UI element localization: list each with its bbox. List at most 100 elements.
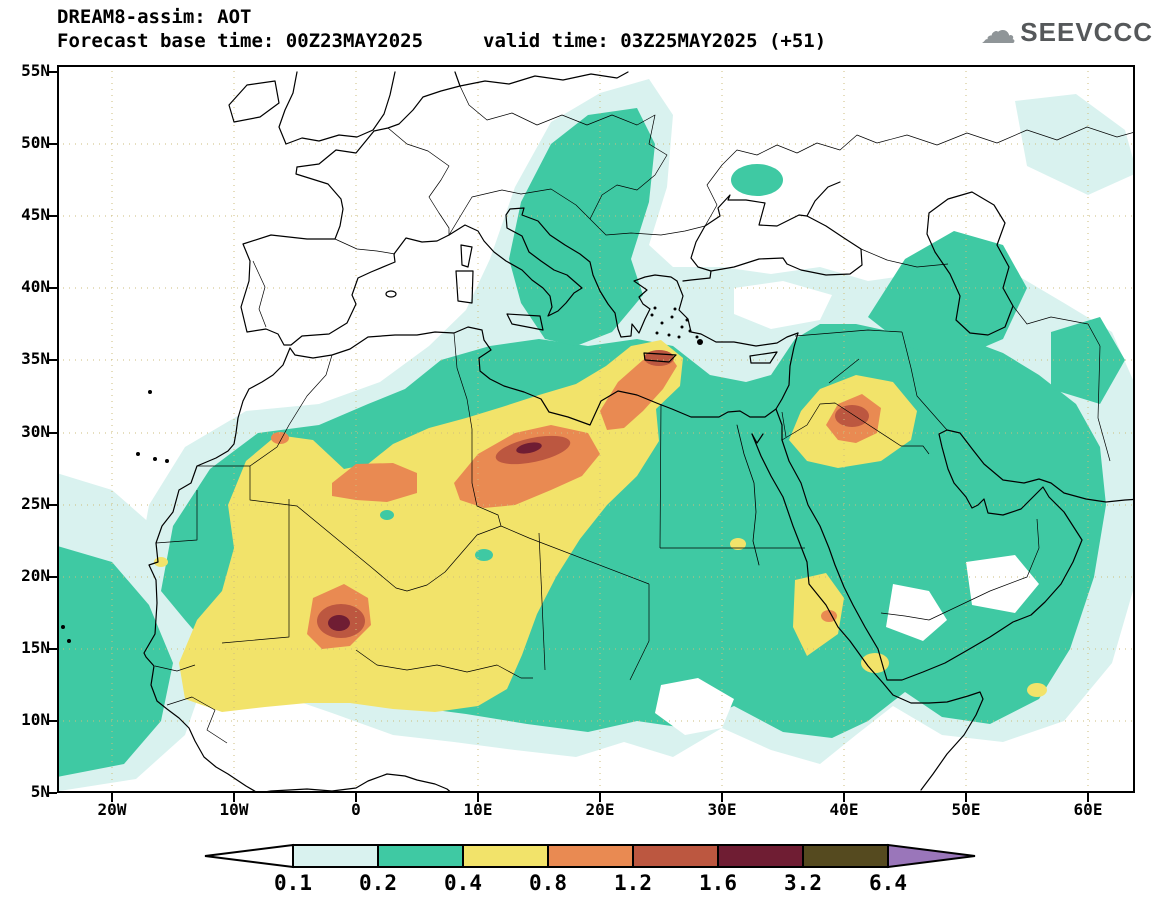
colorbar-segment bbox=[632, 844, 719, 868]
contour-region bbox=[1051, 317, 1125, 404]
contour-region bbox=[57, 545, 173, 778]
coastline bbox=[296, 71, 461, 168]
island bbox=[460, 244, 473, 268]
border bbox=[155, 490, 290, 644]
country-borders bbox=[154, 85, 1135, 744]
border bbox=[197, 465, 298, 507]
contour-region bbox=[332, 463, 417, 502]
valid-time: valid time: 03Z25MAY2025 (+51) bbox=[483, 30, 827, 52]
forecast-base-time: Forecast base time: 00Z23MAY2025 bbox=[57, 30, 424, 52]
contour-region bbox=[644, 350, 674, 366]
border bbox=[154, 664, 228, 744]
lat-label: 10N bbox=[21, 710, 50, 729]
coastline bbox=[257, 773, 453, 793]
island bbox=[455, 270, 474, 304]
lon-label: 40E bbox=[829, 800, 859, 819]
grid-lines bbox=[57, 65, 1135, 793]
lon-label: 30E bbox=[707, 800, 737, 819]
contour-region bbox=[835, 405, 869, 427]
contour-region bbox=[868, 231, 1027, 360]
contour-region bbox=[328, 615, 350, 631]
lon-label: 0 bbox=[351, 800, 361, 819]
lon-label: 10E bbox=[463, 800, 493, 819]
chart-title: DREAM8-assim: AOT bbox=[57, 6, 252, 28]
contour-region bbox=[730, 538, 746, 550]
colorbar-segment bbox=[802, 844, 889, 868]
colorbar-label: 0.2 bbox=[359, 871, 397, 895]
coastline bbox=[682, 194, 863, 282]
border bbox=[538, 532, 546, 671]
contour-region bbox=[475, 549, 493, 561]
colorbar-segment bbox=[547, 844, 634, 868]
lat-label: 50N bbox=[21, 133, 50, 152]
island bbox=[643, 352, 677, 363]
colorbar bbox=[204, 843, 976, 869]
colorbar-label: 3.2 bbox=[784, 871, 822, 895]
island bbox=[506, 313, 544, 331]
colorbar-label: 1.6 bbox=[699, 871, 737, 895]
border bbox=[880, 518, 1040, 621]
coastline bbox=[240, 166, 450, 346]
lat-label: 55N bbox=[21, 61, 50, 80]
contour-region bbox=[516, 442, 542, 454]
coastline bbox=[926, 191, 1014, 336]
border bbox=[781, 411, 787, 438]
contour-region bbox=[380, 510, 394, 520]
border bbox=[249, 354, 333, 467]
seevccc-logo: ☁ SEEVCCC bbox=[980, 14, 1153, 50]
coastline bbox=[289, 326, 799, 426]
colorbar-label: 0.4 bbox=[444, 871, 482, 895]
coastlines bbox=[143, 71, 1135, 793]
contour-region bbox=[861, 653, 889, 673]
coastline bbox=[806, 181, 841, 217]
colorbar-segment bbox=[292, 844, 379, 868]
border bbox=[589, 218, 706, 236]
lat-label: 40N bbox=[21, 277, 50, 296]
border bbox=[334, 238, 396, 255]
colorbar-arrow-above bbox=[887, 843, 976, 869]
coastline bbox=[143, 347, 291, 793]
contour-region bbox=[600, 351, 677, 430]
lon-label: 50E bbox=[951, 800, 981, 819]
lat-label: 25N bbox=[21, 494, 50, 513]
coastline bbox=[775, 408, 783, 441]
colorbar-label: 0.8 bbox=[529, 871, 567, 895]
small-islands bbox=[61, 306, 703, 643]
logo-text: SEEVCCC bbox=[1020, 16, 1153, 47]
border bbox=[387, 127, 450, 235]
lon-label: 20W bbox=[97, 800, 127, 819]
coastline bbox=[228, 80, 280, 123]
contour-region bbox=[509, 108, 655, 346]
lat-label: 15N bbox=[21, 638, 50, 657]
border bbox=[448, 188, 591, 236]
lat-label: 20N bbox=[21, 566, 50, 585]
border bbox=[1012, 305, 1111, 462]
contour-hole bbox=[966, 555, 1039, 613]
river bbox=[736, 424, 760, 566]
contour-region bbox=[1027, 683, 1047, 697]
coastline bbox=[676, 280, 799, 347]
coastline bbox=[278, 71, 298, 145]
aot-field bbox=[57, 79, 1135, 792]
border bbox=[901, 331, 948, 431]
contour-region bbox=[793, 573, 844, 656]
lat-label: 5N bbox=[30, 782, 50, 801]
border bbox=[471, 429, 530, 539]
border bbox=[704, 134, 878, 227]
axis-ticks bbox=[48, 71, 1089, 802]
border bbox=[296, 505, 502, 592]
contour-hole bbox=[655, 678, 734, 735]
border bbox=[453, 332, 473, 430]
lat-label: 45N bbox=[21, 205, 50, 224]
border bbox=[459, 85, 668, 220]
contour-region bbox=[1015, 94, 1135, 195]
cloud-icon: ☁ bbox=[980, 11, 1017, 52]
coastline bbox=[285, 71, 396, 145]
border bbox=[355, 649, 533, 679]
coastline bbox=[459, 71, 629, 87]
contour-hole bbox=[886, 584, 947, 641]
colorbar-segment bbox=[717, 844, 804, 868]
lat-label: 35N bbox=[21, 349, 50, 368]
lon-label: 10W bbox=[219, 800, 249, 819]
